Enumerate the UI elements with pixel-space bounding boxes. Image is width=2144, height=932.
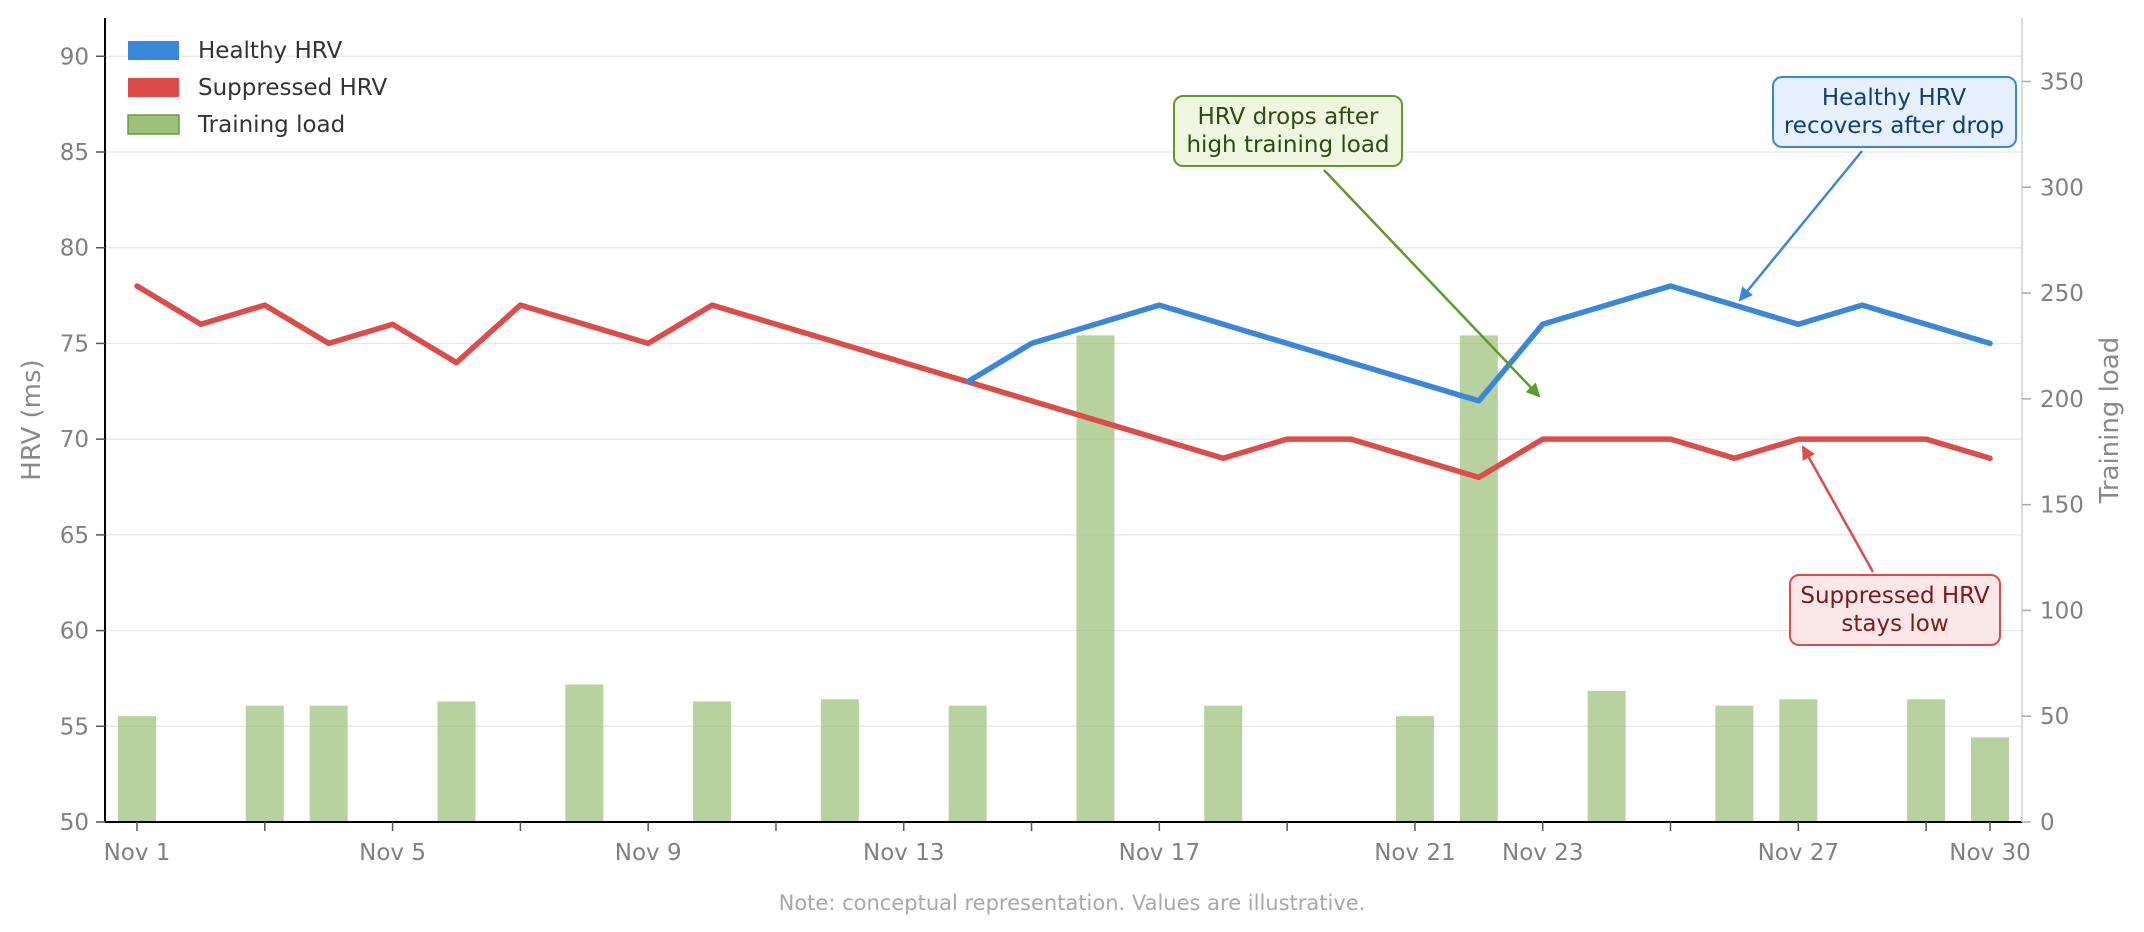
x-tick-label-nov-27: Nov 27 bbox=[1758, 840, 1839, 866]
annotation-hrv-drops: HRV drops after high training load bbox=[1173, 95, 1541, 398]
annotation-text-healthy-recovers-line2: recovers after drop bbox=[1784, 113, 2004, 139]
x-tick-label-nov-5: Nov 5 bbox=[359, 840, 426, 866]
x-tick-label-nov-21: Nov 21 bbox=[1374, 840, 1455, 866]
legend-label-healthy-hrv: Healthy HRV bbox=[198, 38, 342, 64]
y2-tick-label-200: 200 bbox=[2040, 387, 2084, 413]
annotation-text-suppressed-low-line1: Suppressed HRV bbox=[1800, 583, 1990, 609]
y-tick-label-90: 90 bbox=[60, 44, 89, 70]
training-load-bar-nov-16 bbox=[1076, 335, 1115, 822]
y2-tick-label-0: 0 bbox=[2040, 810, 2055, 836]
x-tick-label-nov-13: Nov 13 bbox=[863, 840, 944, 866]
training-load-bar-nov-6 bbox=[437, 701, 476, 822]
legend-swatch-healthy-hrv bbox=[128, 41, 179, 60]
x-tick-label-nov-23: Nov 23 bbox=[1502, 840, 1583, 866]
annotation-text-hrv-drops-line2: high training load bbox=[1186, 132, 1389, 158]
training-load-bar-nov-1 bbox=[118, 716, 156, 822]
y-tick-label-65: 65 bbox=[60, 523, 89, 549]
x-tick-label-nov-1: Nov 1 bbox=[104, 840, 171, 866]
y2-axis-title: Training load bbox=[2095, 337, 2125, 504]
y2-tick-label-250: 250 bbox=[2040, 281, 2084, 307]
y-tick-label-60: 60 bbox=[60, 619, 89, 645]
y2-tick-label-350: 350 bbox=[2040, 69, 2084, 95]
training-load-bar-nov-29 bbox=[1907, 699, 1946, 822]
training-load-bar-nov-8 bbox=[565, 684, 604, 822]
y2-tick-label-50: 50 bbox=[2040, 704, 2069, 730]
training-load-bar-nov-4 bbox=[309, 705, 348, 822]
axes: 50 55 60 65 70 75 80 85 90 0 50 100 150 200 250 300 350 N… bbox=[60, 18, 2084, 866]
y2-tick-label-100: 100 bbox=[2040, 598, 2084, 624]
annotation-box-suppressed-low bbox=[1789, 574, 2001, 646]
y-tick-label-70: 70 bbox=[60, 427, 89, 453]
training-load-bar-nov-12 bbox=[820, 699, 859, 822]
annotation-arrow-suppressed-low bbox=[1801, 445, 1875, 573]
y-tick-label-85: 85 bbox=[60, 140, 89, 166]
annotation-box-hrv-drops bbox=[1173, 95, 1403, 167]
training-load-bar-nov-21 bbox=[1395, 716, 1434, 822]
x-tick-label-nov-9: Nov 9 bbox=[615, 840, 682, 866]
hrv-lines bbox=[134, 283, 1993, 481]
training-load-bar-nov-24 bbox=[1587, 690, 1626, 822]
training-load-bar-nov-22 bbox=[1459, 335, 1498, 822]
y2-tick-label-150: 150 bbox=[2040, 493, 2084, 519]
annotation-arrow-healthy-recovers bbox=[1738, 150, 1863, 302]
training-load-bar-nov-10 bbox=[693, 701, 732, 822]
annotation-text-hrv-drops-line1: HRV drops after bbox=[1198, 104, 1380, 130]
x-tick-label-nov-30: Nov 30 bbox=[1949, 840, 2030, 866]
annotation-healthy-recovers: Healthy HRV recovers after drop bbox=[1738, 76, 2017, 302]
chart-note: Note: conceptual representation. Values … bbox=[779, 891, 1366, 915]
y-tick-label-80: 80 bbox=[60, 236, 89, 262]
y-tick-label-55: 55 bbox=[60, 714, 89, 740]
legend: Healthy HRV Suppressed HRV Training load bbox=[127, 38, 388, 138]
annotation-box-healthy-recovers bbox=[1772, 76, 2017, 148]
legend-swatch-training-load bbox=[127, 114, 180, 135]
training-load-bar-nov-30 bbox=[1971, 737, 2009, 822]
training-load-bar-nov-18 bbox=[1204, 705, 1243, 822]
training-load-bar-nov-27 bbox=[1779, 699, 1818, 822]
y2-tick-label-300: 300 bbox=[2040, 175, 2084, 201]
annotation-text-healthy-recovers-line1: Healthy HRV bbox=[1822, 85, 1966, 111]
training-load-bars bbox=[118, 335, 2009, 822]
legend-label-training-load: Training load bbox=[197, 112, 345, 138]
annotation-suppressed-low: Suppressed HRV stays low bbox=[1789, 445, 2001, 646]
training-load-bar-nov-3 bbox=[245, 705, 284, 822]
grid-lines bbox=[105, 55, 2022, 727]
legend-swatch-suppressed-hrv bbox=[128, 78, 179, 97]
annotation-arrow-hrv-drops bbox=[1323, 169, 1541, 398]
y-tick-label-50: 50 bbox=[60, 810, 89, 836]
training-load-bar-nov-14 bbox=[948, 705, 987, 822]
legend-label-suppressed-hrv: Suppressed HRV bbox=[198, 75, 388, 101]
healthy-hrv-line bbox=[964, 283, 1993, 404]
suppressed-hrv-line bbox=[134, 283, 1993, 481]
annotation-text-suppressed-low-line2: stays low bbox=[1841, 611, 1948, 637]
y-tick-label-75: 75 bbox=[60, 331, 89, 357]
x-tick-label-nov-17: Nov 17 bbox=[1119, 840, 1200, 866]
y-axis-title: HRV (ms) bbox=[17, 359, 47, 480]
training-load-bar-nov-26 bbox=[1715, 705, 1754, 822]
